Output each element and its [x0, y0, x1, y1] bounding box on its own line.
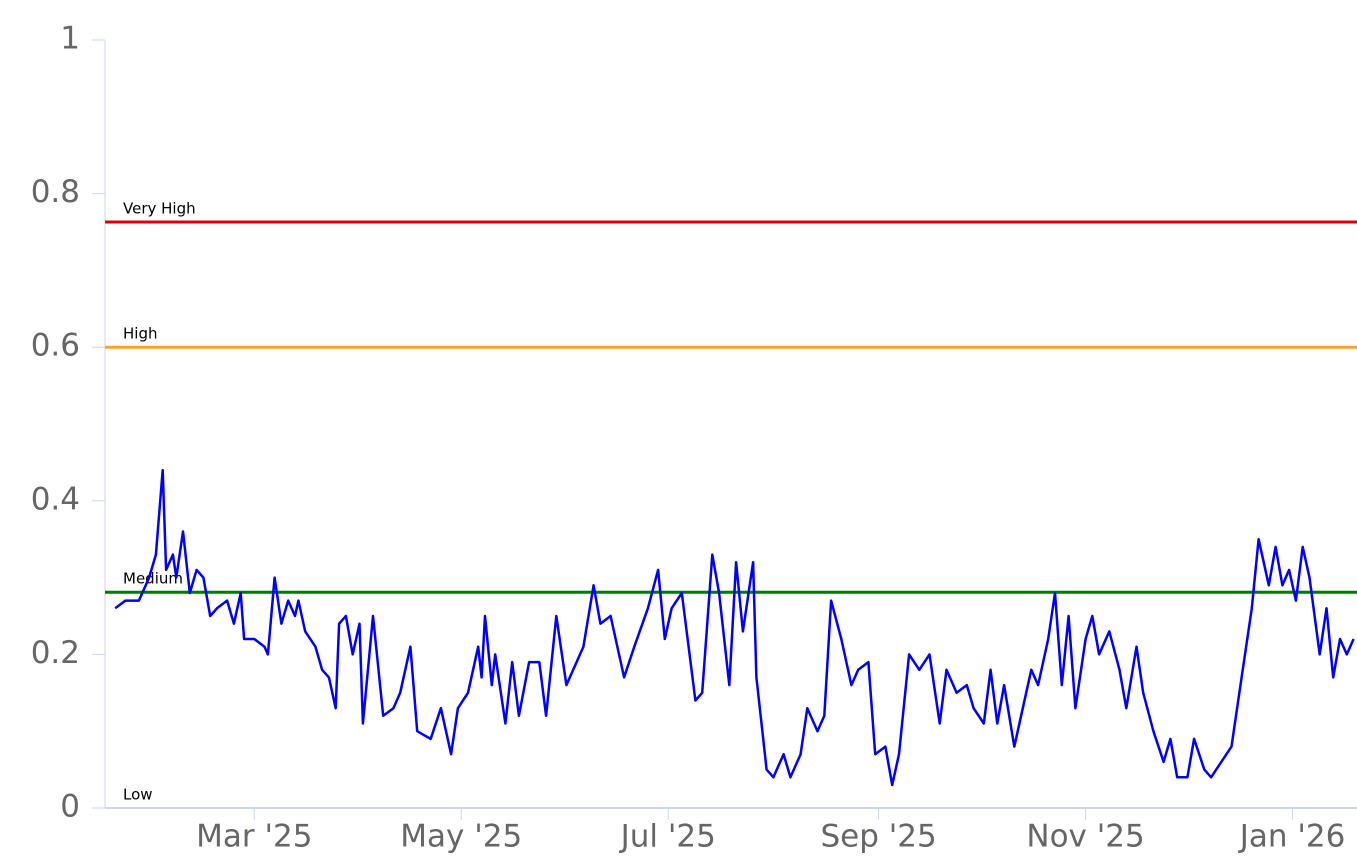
- x-tick-label: Sep '25: [820, 819, 936, 855]
- x-tick-label: Jul '25: [619, 819, 716, 855]
- x-tick-label: Nov '25: [1026, 819, 1144, 855]
- data-line: [114, 468, 1355, 787]
- threshold-label: Very High: [123, 200, 196, 218]
- y-tick-label: 0.6: [31, 328, 80, 364]
- y-tick-label: 0: [60, 789, 80, 825]
- y-tick-label: 0.2: [31, 635, 80, 671]
- threshold-label: Low: [123, 786, 153, 804]
- threshold-label: Medium: [123, 570, 183, 588]
- threshold-label: High: [123, 325, 157, 343]
- x-tick-label: May '25: [400, 819, 522, 855]
- y-tick-label: 1: [60, 21, 80, 57]
- y-tick-label: 0.4: [31, 481, 80, 517]
- y-tick-label: 0.8: [31, 174, 80, 210]
- x-tick-label: Jan '26: [1238, 819, 1346, 855]
- x-tick-label: Mar '25: [196, 819, 312, 855]
